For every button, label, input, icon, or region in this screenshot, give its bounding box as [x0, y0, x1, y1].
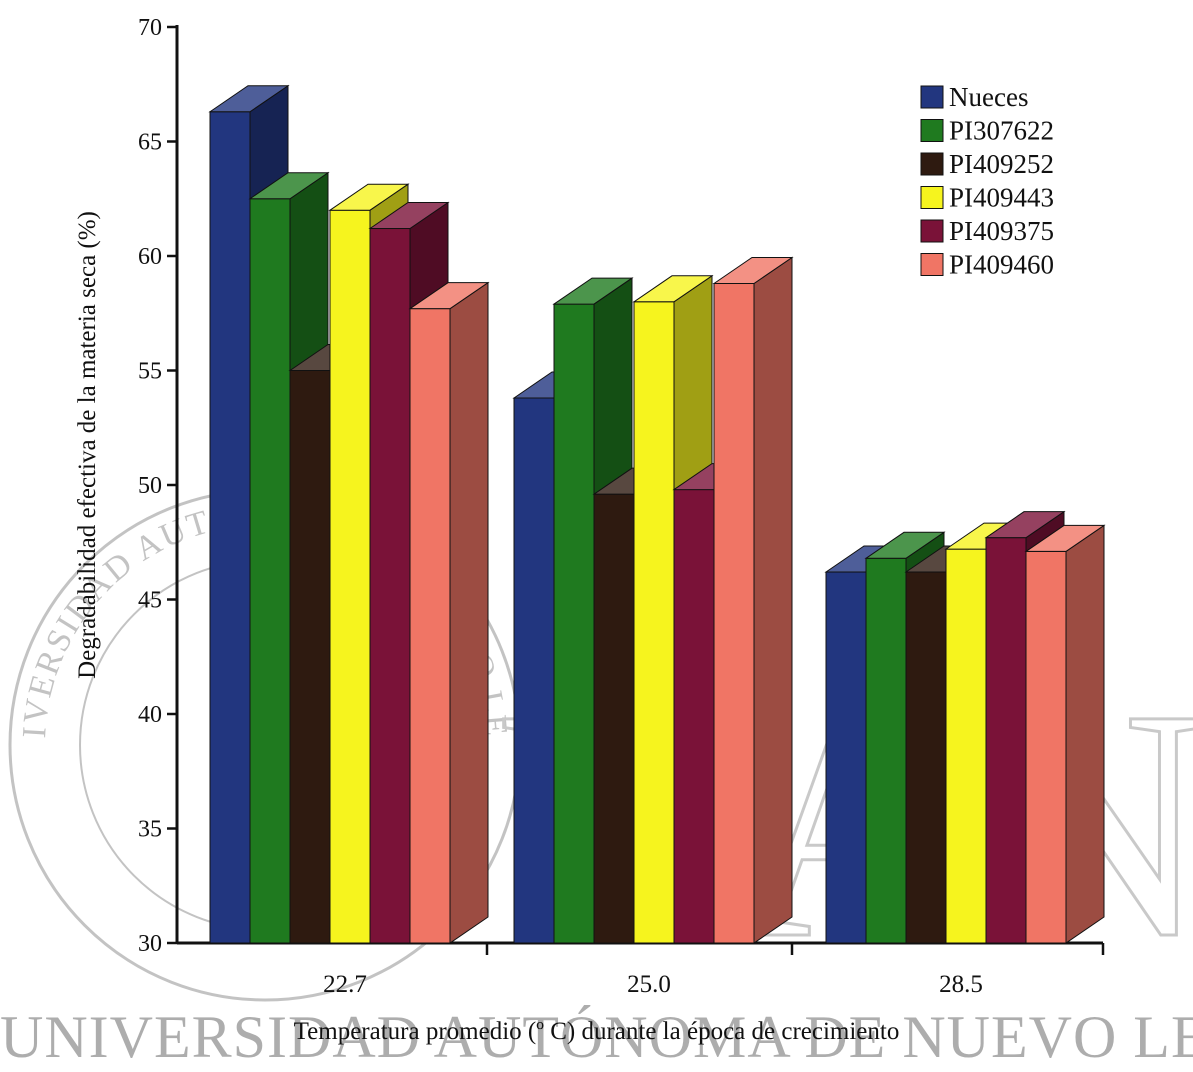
- legend-label: PI409443: [949, 183, 1054, 213]
- bar-top: [552, 277, 634, 305]
- bar-group: [824, 510, 1106, 944]
- bar-side: [1065, 524, 1105, 944]
- x-axis-label: Temperatura promedio (º C) durante la ép…: [293, 1018, 900, 1045]
- y-tick-label: 55: [138, 359, 162, 385]
- legend-swatch: [920, 253, 944, 276]
- bar: [249, 198, 291, 944]
- watermark-university-name: UNIVERSIDAD AUTÓNOMA DE NUEVO LEÓN: [0, 1004, 1193, 1070]
- x-tick-label: 22.7: [323, 971, 367, 998]
- bar: [905, 571, 947, 944]
- bar: [673, 489, 715, 944]
- bar-side: [449, 281, 489, 944]
- legend-swatch: [920, 85, 944, 109]
- bar: [825, 571, 867, 944]
- legend-label: PI409252: [949, 149, 1054, 179]
- bar: [209, 111, 251, 944]
- y-tick-label: 45: [138, 588, 162, 614]
- y-axis-label: Degradabilidad efectiva de la materia se…: [74, 211, 101, 679]
- bar-top: [328, 183, 410, 211]
- bar-top: [712, 256, 794, 284]
- bar: [593, 493, 635, 944]
- legend-label: PI409460: [949, 250, 1054, 280]
- y-tick-label: 30: [138, 931, 162, 957]
- legend-swatch: [920, 186, 944, 209]
- bar: [633, 301, 675, 944]
- legend-swatch: [920, 119, 944, 142]
- y-tick-label: 65: [138, 130, 162, 156]
- legend-swatch: [920, 219, 944, 243]
- bar: [329, 209, 371, 944]
- bar: [945, 548, 987, 944]
- bar-top: [368, 202, 450, 230]
- bar: [985, 537, 1027, 944]
- bar-top: [864, 531, 946, 559]
- bar-top: [632, 275, 714, 303]
- x-tick-label: 28.5: [939, 971, 983, 998]
- legend-label: Nueces: [949, 82, 1028, 112]
- y-tick-label: 40: [138, 702, 162, 728]
- bar: [713, 282, 755, 944]
- bar: [865, 557, 907, 944]
- x-tick-label: 25.0: [627, 971, 671, 998]
- bar-top: [408, 282, 490, 310]
- bar-top: [248, 172, 330, 200]
- bar-group: [208, 84, 490, 944]
- bar: [513, 397, 555, 944]
- y-tick-label: 60: [138, 244, 162, 270]
- bar: [369, 228, 411, 944]
- legend-label: PI409375: [949, 216, 1054, 246]
- y-tick-label: 35: [138, 817, 162, 843]
- bar-group: [512, 256, 794, 944]
- bar-side: [753, 256, 793, 944]
- bar-top: [208, 85, 290, 113]
- y-tick-label: 70: [138, 15, 162, 41]
- y-tick-label: 50: [138, 473, 162, 499]
- bar-top: [1024, 524, 1106, 552]
- bar-top: [984, 511, 1066, 539]
- legend-label: PI307622: [949, 116, 1054, 146]
- bar: [289, 370, 331, 944]
- bar: [409, 308, 451, 944]
- bar: [553, 303, 595, 944]
- legend-swatch: [920, 152, 944, 176]
- bar: [1025, 550, 1067, 944]
